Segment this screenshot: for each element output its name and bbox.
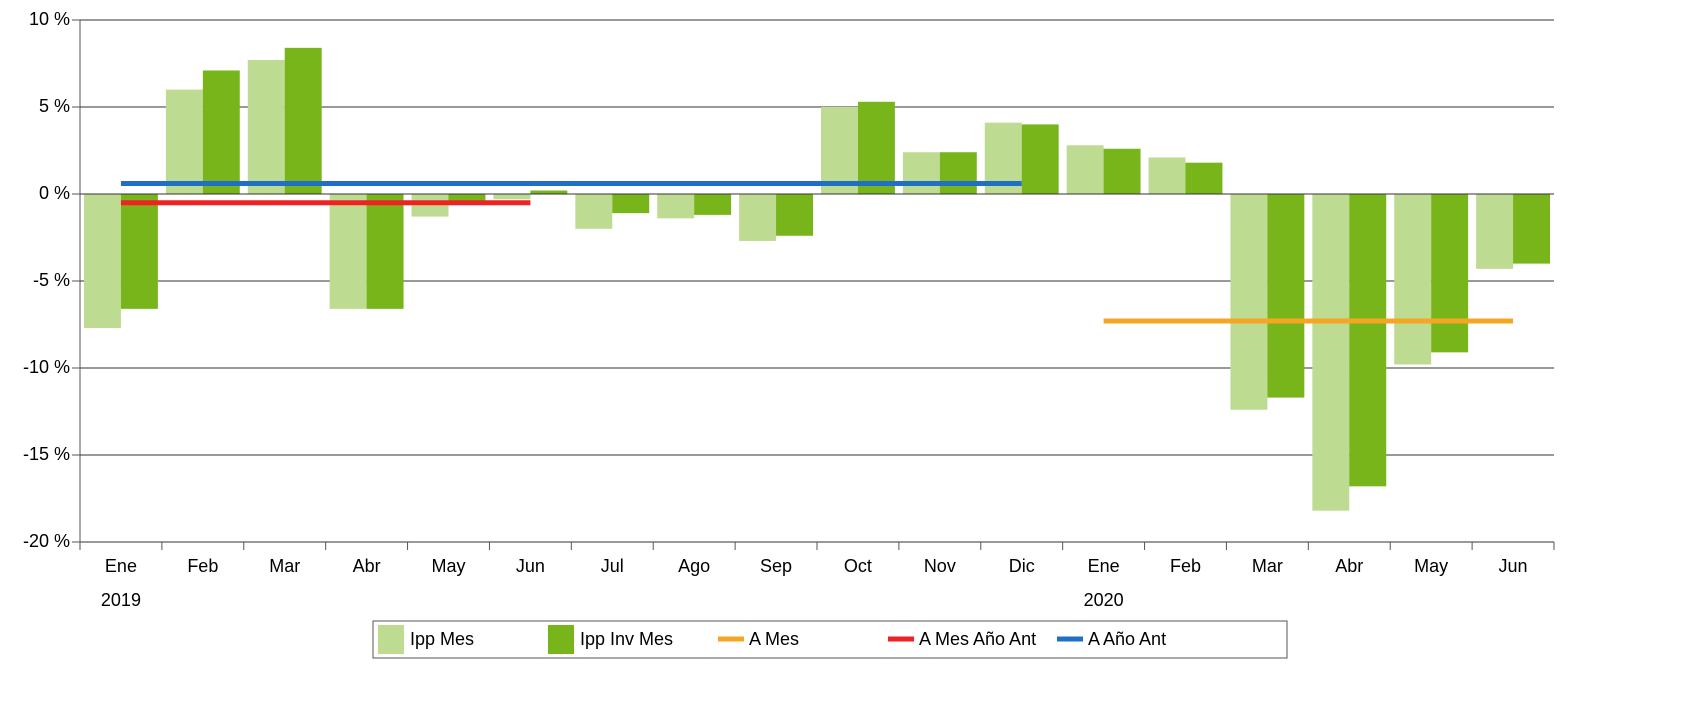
legend-box [372,620,1288,659]
bar [1148,157,1186,194]
y-tick-label: -20 % [23,531,70,551]
bar [1312,194,1350,511]
x-tick-label: Jun [1499,556,1528,576]
bar [1103,148,1141,194]
legend-label: Ipp Mes [410,629,474,649]
bar [575,194,613,229]
bar [1066,145,1104,194]
x-tick-label: Sep [760,556,792,576]
bar [1230,194,1268,410]
bar [530,190,568,194]
bar [202,70,240,194]
x-tick-label: Jul [601,556,624,576]
y-tick-label: -10 % [23,357,70,377]
x-tick-label: Abr [353,556,381,576]
x-tick-label: Abr [1335,556,1363,576]
bar [1185,162,1223,194]
bar [493,194,531,200]
x-tick-label: Feb [187,556,218,576]
x-tick-label: Ene [105,556,137,576]
bar [1513,194,1550,264]
bar [448,194,486,201]
bar [411,194,449,217]
year-label: 2020 [1084,590,1124,610]
legend-label: A Año Ant [1088,629,1166,649]
bar [657,194,695,219]
y-tick-label: 10 % [29,9,70,29]
x-tick-label: Ene [1088,556,1120,576]
bar [1431,194,1469,353]
x-tick-label: Jun [516,556,545,576]
bar [1267,194,1305,398]
y-tick-label: 5 % [39,96,70,116]
x-tick-label: Oct [844,556,872,576]
y-tick-label: -5 % [33,270,70,290]
bar [120,194,158,309]
bar [165,89,203,194]
bar [1476,194,1514,269]
bar [821,107,858,194]
bar [1349,194,1387,487]
y-tick-label: 0 % [39,183,70,203]
bar [284,47,322,195]
bar [1394,194,1432,365]
bar [939,152,977,194]
bar [329,194,367,309]
x-tick-label: Mar [269,556,300,576]
legend-label: A Mes [749,629,799,649]
legend-label: A Mes Año Ant [919,629,1036,649]
bar [739,194,777,241]
bar [857,101,895,194]
legend-label: Ipp Inv Mes [580,629,673,649]
year-label: 2019 [101,590,141,610]
y-tick-label: -15 % [23,444,70,464]
bar [902,152,940,194]
x-tick-label: Feb [1170,556,1201,576]
bar [612,194,650,214]
legend-swatch [378,625,404,654]
x-tick-label: Dic [1009,556,1035,576]
legend-swatch [548,625,574,654]
bar [366,194,404,309]
bar [776,194,813,236]
x-tick-label: May [431,556,465,576]
bar [84,194,121,328]
bar [694,194,732,215]
x-tick-label: May [1414,556,1448,576]
bar [1021,124,1059,194]
bar [247,60,285,194]
x-tick-label: Ago [678,556,710,576]
x-tick-label: Mar [1252,556,1283,576]
x-tick-label: Nov [924,556,956,576]
